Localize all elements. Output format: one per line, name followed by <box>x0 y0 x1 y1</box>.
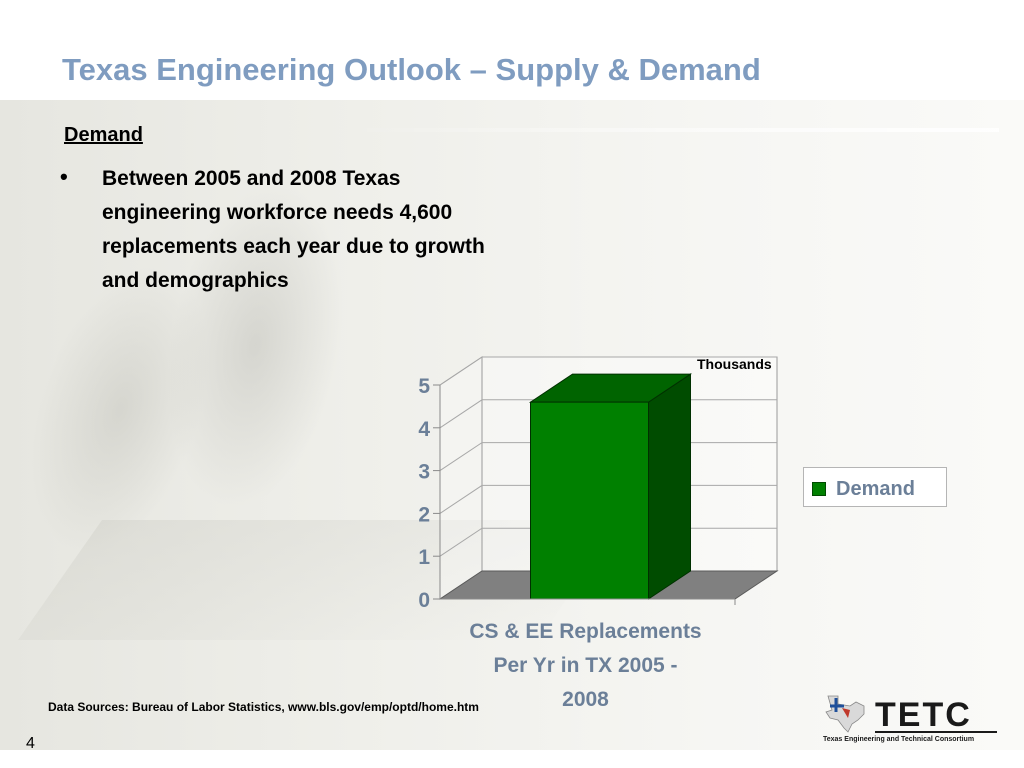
logo-text: TETC <box>875 696 972 734</box>
legend-label-demand: Demand <box>836 478 915 500</box>
header-highlight-rule <box>345 128 999 132</box>
unit-label: Thousands <box>697 356 772 372</box>
bar-front-face <box>530 401 649 600</box>
chart-tick-labels: 0 1 2 3 4 5 <box>418 375 430 612</box>
texas-icon <box>825 695 865 733</box>
section-heading: Demand <box>64 124 143 146</box>
y-tick-label: 3 <box>418 461 430 484</box>
y-tick-label: 5 <box>418 375 430 398</box>
y-tick-label: 2 <box>418 503 430 526</box>
page-number: 4 <box>26 735 35 752</box>
x-category-label-line: 2008 <box>562 688 609 711</box>
bullet-marker: • <box>60 164 68 189</box>
chart-side-wall <box>439 356 483 600</box>
background-panel <box>0 100 1024 750</box>
chart-axes <box>433 384 736 605</box>
x-category-label-line: Per Yr in TX 2005 - <box>493 654 677 677</box>
data-source-note: Data Sources: Bureau of Labor Statistics… <box>48 700 479 714</box>
legend-swatch-demand <box>812 482 826 496</box>
bar-demand <box>528 373 693 600</box>
bullet-text: Between 2005 and 2008 Texas engineering … <box>102 167 485 292</box>
tetc-logo <box>825 695 865 733</box>
bar-side-face <box>648 373 691 600</box>
chart-bars <box>528 373 693 600</box>
y-tick-label: 0 <box>418 589 430 612</box>
chart-legend: Demand <box>803 467 947 507</box>
y-tick-label: 1 <box>418 546 430 569</box>
logo-subtitle: Texas Engineering and Technical Consorti… <box>823 736 975 743</box>
gridline <box>439 356 777 386</box>
chart-category-label: CS & EE Replacements Per Yr in TX 2005 - 2… <box>469 620 701 711</box>
slide-title: Texas Engineering Outlook – Supply & Dem… <box>62 52 761 87</box>
x-category-label-line: CS & EE Replacements <box>469 620 701 643</box>
logo-rule <box>875 731 997 733</box>
y-tick-label: 4 <box>418 418 430 441</box>
